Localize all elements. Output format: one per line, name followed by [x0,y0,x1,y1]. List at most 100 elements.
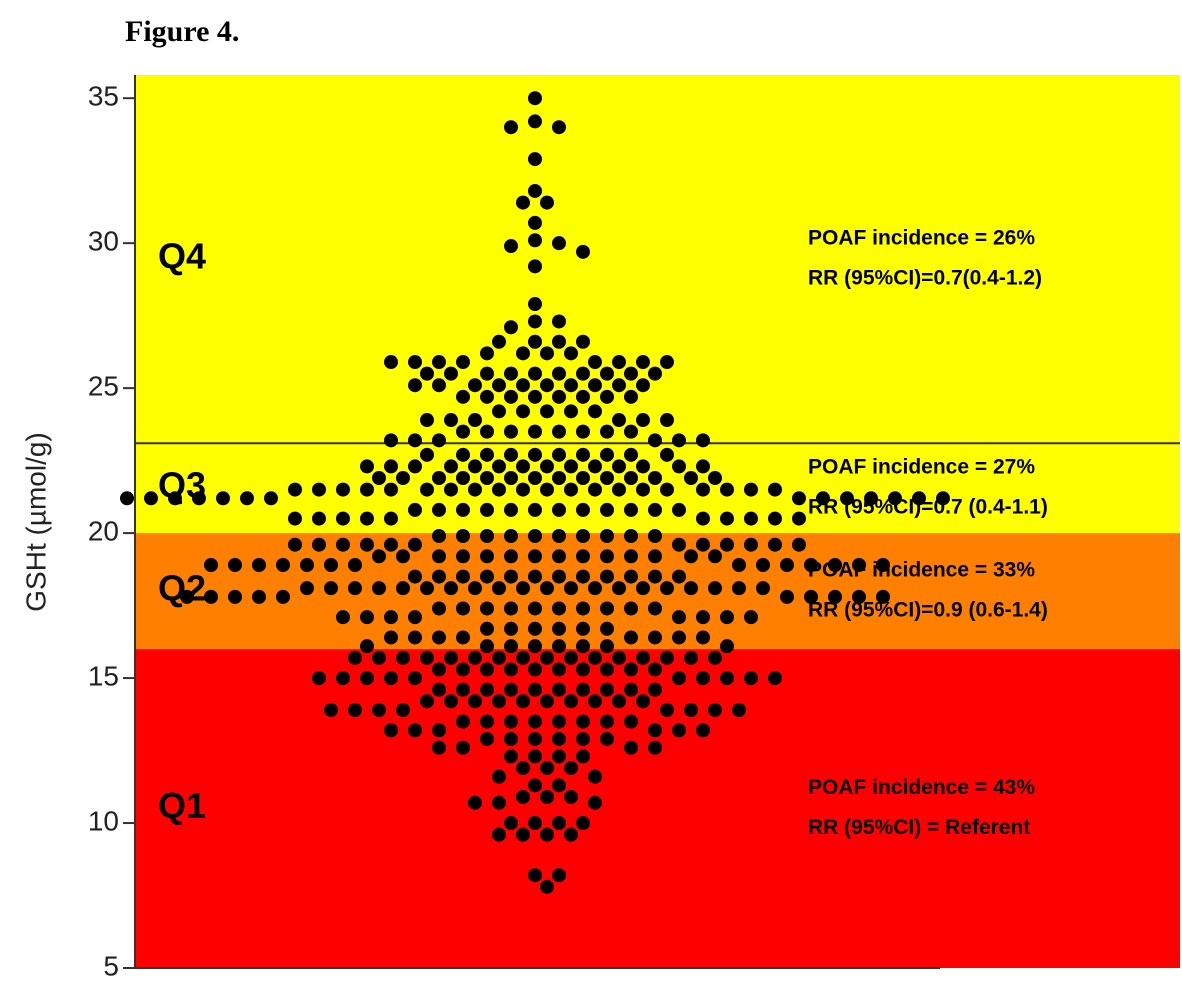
data-point [408,671,422,686]
data-point [696,459,710,474]
data-point [456,714,470,729]
data-point [540,760,554,775]
data-point [588,459,602,474]
data-point [408,537,422,552]
data-point [456,740,470,755]
data-point [576,447,590,462]
data-point [576,366,590,381]
data-point [504,662,518,677]
data-point [336,511,350,526]
data-point [588,694,602,709]
data-point [504,389,518,404]
data-point [480,502,494,517]
data-point [420,482,434,497]
data-point [720,671,734,686]
data-point [456,682,470,697]
data-point [288,537,302,552]
data-point [312,537,326,552]
data-point [516,650,530,665]
data-point [624,740,638,755]
data-point [600,528,614,543]
data-point [648,723,662,738]
data-point [576,621,590,636]
data-point [192,491,206,506]
data-point [588,769,602,784]
data-point [372,650,386,665]
y-tick-label: 10 [88,805,119,836]
data-point [516,195,530,210]
data-point [552,778,566,793]
data-point [624,528,638,543]
data-point [648,549,662,564]
data-point [648,502,662,517]
data-point [636,581,650,596]
data-point [528,259,542,274]
data-point [168,491,182,506]
data-point [432,569,446,584]
band-annotation: POAF incidence = 33% [808,559,1035,582]
data-point [804,589,818,604]
data-point [648,630,662,645]
data-point [528,215,542,230]
data-point [360,511,374,526]
data-point [516,760,530,775]
data-point [300,557,314,572]
chart-title: Figure 4. [125,15,239,48]
data-point [384,537,398,552]
data-point [480,621,494,636]
data-point [552,502,566,517]
data-point [516,378,530,393]
data-point [528,621,542,636]
data-point [564,459,578,474]
data-point [324,702,338,717]
data-point [732,702,746,717]
data-point [624,502,638,517]
data-point [204,557,218,572]
data-point [480,682,494,697]
data-point [540,459,554,474]
data-point [564,827,578,842]
data-point [408,459,422,474]
data-point [576,731,590,746]
data-point [588,404,602,419]
data-point [672,433,686,448]
data-point [648,662,662,677]
data-point [600,549,614,564]
data-point [504,320,518,335]
data-point [528,233,542,248]
data-point [600,424,614,439]
data-point [288,511,302,526]
y-axis-label: GSHt (µmol/g) [20,432,51,611]
data-point [456,502,470,517]
data-point [384,511,398,526]
data-point [384,630,398,645]
data-point [540,789,554,804]
data-point [504,471,518,486]
band-annotation: RR (95%CI) = Referent [808,816,1030,839]
data-point [396,650,410,665]
data-point [600,682,614,697]
data-point [552,749,566,764]
y-tick-label: 35 [88,81,119,112]
data-point [720,639,734,654]
data-point [528,569,542,584]
data-point [528,549,542,564]
data-point [504,502,518,517]
data-point [576,244,590,259]
data-point [480,639,494,654]
data-point [744,537,758,552]
data-point [552,816,566,831]
data-point [636,355,650,370]
data-point [540,827,554,842]
data-point [636,482,650,497]
data-point [504,714,518,729]
band-annotation: RR (95%CI)=0.9 (0.6-1.4) [808,599,1048,622]
data-point [372,581,386,596]
data-point [672,502,686,517]
data-point [528,778,542,793]
data-point [552,601,566,616]
data-point [384,355,398,370]
data-point [660,355,674,370]
data-point [348,702,362,717]
data-point [684,471,698,486]
